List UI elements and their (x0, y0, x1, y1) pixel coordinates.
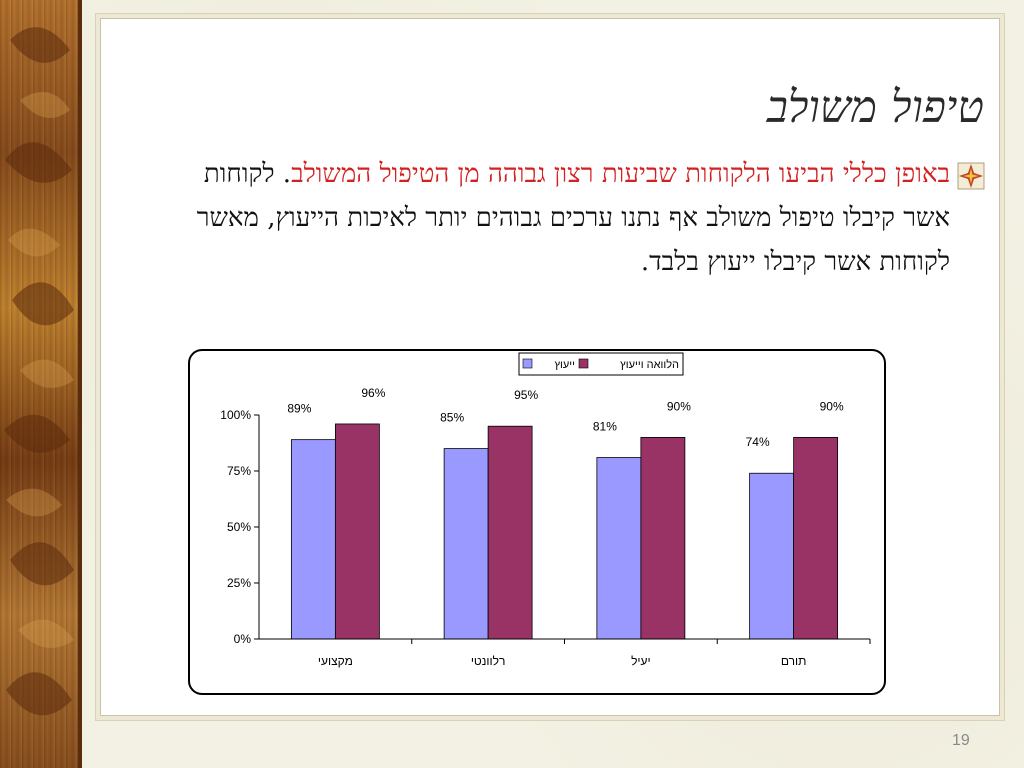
legend-box (518, 352, 684, 376)
bars-group (290, 423, 839, 640)
bullet-text: באופן כללי הביעו הלקוחות שביעות רצון גבו… (160, 152, 950, 284)
bar-chart-container: ייעוץ הלוואה וייעוץ 0% 25% 50% 75% 100% 89% 9… (188, 349, 886, 695)
strip-edge-divider (78, 0, 82, 768)
data-labels-group: 89% 96% 85% 95% 81% 90% 74% 90% (287, 386, 844, 449)
data-label: 95% (514, 388, 538, 402)
bar-yiutz (596, 457, 642, 640)
bullet-text-rest: . לקוחות אשר קיבלו טיפול משולב אף נתנו ע… (196, 159, 950, 277)
bar-yiutz (749, 472, 795, 640)
bar-yiutz (443, 448, 489, 640)
bar-loan-and-yiutz (793, 437, 839, 640)
bar-loan-and-yiutz (487, 425, 533, 640)
data-label: 74% (746, 435, 770, 449)
y-tick-label: 50% (227, 520, 251, 534)
legend-label-loan-and-yiutz: הלוואה וייעוץ (620, 358, 679, 371)
legend-label-yiutz: ייעוץ (554, 359, 575, 371)
bar-yiutz (290, 439, 336, 640)
data-label: 89% (287, 402, 311, 416)
chart-legend: ייעוץ הלוואה וייעוץ (518, 352, 684, 376)
x-category-label: תורם (781, 654, 807, 668)
bar-loan-and-yiutz (640, 437, 686, 640)
legend-swatch-loan-and-yiutz (578, 358, 589, 369)
slide-title: טיפול משולב (766, 82, 984, 133)
bullet-text-highlight: באופן כללי הביעו הלקוחות שביעות רצון גבו… (291, 159, 950, 189)
data-label: 90% (820, 399, 844, 413)
x-category-label: מקצועי (318, 654, 353, 668)
slide-number: 19 (952, 732, 970, 749)
x-axis: מקצועי רלוונטי יעיל תורם (259, 638, 871, 668)
data-label: 90% (667, 399, 691, 413)
y-axis: 0% 25% 50% 75% 100% (220, 408, 260, 646)
data-label: 85% (440, 411, 464, 425)
y-tick-label: 0% (234, 632, 252, 646)
y-tick-label: 75% (227, 464, 251, 478)
decorative-wood-strip (0, 0, 78, 768)
bar-chart: ייעוץ הלוואה וייעוץ 0% 25% 50% 75% 100% 89% 9… (220, 352, 871, 668)
x-category-label: יעיל (631, 654, 651, 668)
y-tick-label: 25% (227, 576, 251, 590)
legend-swatch-yiutz (522, 358, 533, 369)
bar-loan-and-yiutz (334, 423, 380, 640)
leaf-pattern-icon (4, 27, 74, 716)
y-tick-label: 100% (220, 408, 251, 422)
x-category-label: רלוונטי (471, 654, 506, 668)
data-label: 81% (593, 420, 617, 434)
star-bullet-icon (957, 162, 985, 190)
data-label: 96% (361, 386, 385, 400)
